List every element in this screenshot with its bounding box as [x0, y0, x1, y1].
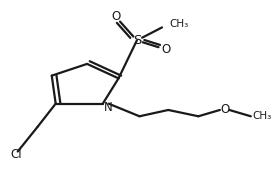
- Text: N: N: [104, 101, 113, 114]
- Text: Cl: Cl: [11, 148, 22, 161]
- Text: O: O: [111, 10, 121, 23]
- Text: O: O: [220, 103, 229, 116]
- Text: CH₃: CH₃: [252, 111, 271, 121]
- Text: S: S: [133, 34, 141, 47]
- Text: CH₃: CH₃: [170, 19, 189, 29]
- Text: O: O: [161, 43, 170, 56]
